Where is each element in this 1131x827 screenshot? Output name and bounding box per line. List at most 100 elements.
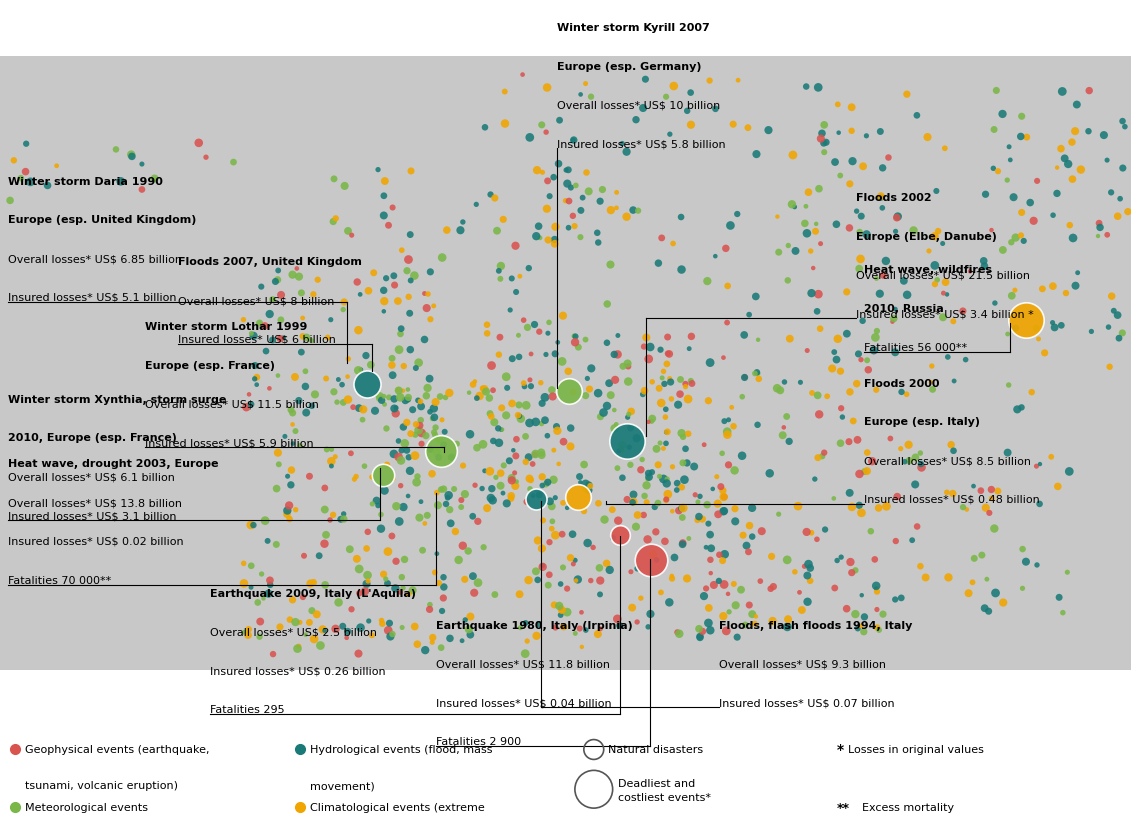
Point <box>892 386 910 399</box>
Point <box>530 489 549 502</box>
Point <box>498 370 516 384</box>
Point <box>546 529 564 543</box>
Text: Insured losses* US$ 0.07 billion: Insured losses* US$ 0.07 billion <box>719 698 895 708</box>
Point <box>673 481 691 495</box>
Point <box>509 409 527 423</box>
Point <box>1095 129 1113 142</box>
Point <box>543 384 561 397</box>
Point <box>528 574 546 587</box>
Point <box>351 562 369 576</box>
Point <box>715 578 733 591</box>
Point <box>912 560 930 573</box>
Point <box>492 480 510 493</box>
Point <box>426 422 444 435</box>
Point <box>1079 126 1097 139</box>
Point <box>284 269 302 282</box>
Point <box>579 537 597 550</box>
Text: Europe (esp. Italy): Europe (esp. Italy) <box>864 417 981 427</box>
Point <box>768 382 786 395</box>
Point <box>329 374 347 387</box>
Point <box>432 641 450 654</box>
Point <box>693 625 711 638</box>
Point <box>1068 98 1086 112</box>
Point <box>619 357 637 370</box>
Point <box>251 615 269 629</box>
Point <box>589 497 607 510</box>
Point <box>736 619 754 632</box>
Point <box>858 465 877 478</box>
Point <box>673 427 691 440</box>
Point <box>778 553 796 566</box>
Point <box>614 361 632 374</box>
Point <box>502 272 520 285</box>
Point <box>653 372 671 385</box>
Point <box>424 631 442 644</box>
Point <box>1103 290 1121 304</box>
Point <box>269 370 287 383</box>
Point <box>335 296 353 309</box>
Text: Overall losses* US$ 9.3 billion: Overall losses* US$ 9.3 billion <box>719 659 886 669</box>
Point <box>242 581 260 595</box>
Point <box>564 210 582 223</box>
Point <box>383 369 402 382</box>
Point <box>855 610 873 624</box>
Text: Europe (Elbe, Danube): Europe (Elbe, Danube) <box>856 232 998 241</box>
Point <box>641 341 659 354</box>
Point <box>655 366 673 379</box>
Point <box>423 413 441 426</box>
Point <box>558 502 576 515</box>
Point <box>363 498 381 511</box>
Point <box>795 560 813 573</box>
Point <box>762 550 780 563</box>
Point <box>554 561 572 574</box>
Point <box>325 216 343 229</box>
Point <box>680 533 698 546</box>
Point <box>813 450 831 463</box>
Point <box>725 420 743 433</box>
Point <box>925 231 943 244</box>
Point <box>858 354 877 367</box>
Point <box>802 245 820 258</box>
Point <box>798 569 817 582</box>
Point <box>658 347 676 361</box>
Point <box>647 526 665 539</box>
Point <box>494 487 512 500</box>
Point <box>395 421 413 434</box>
Point <box>683 377 701 390</box>
Point <box>855 625 873 638</box>
Point <box>887 593 905 606</box>
Point <box>374 390 392 404</box>
Point <box>711 480 729 494</box>
Point <box>812 133 830 146</box>
Point <box>486 588 504 601</box>
Point <box>870 624 888 637</box>
Point <box>1048 188 1067 201</box>
Point <box>957 354 975 367</box>
Point <box>958 503 976 516</box>
Point <box>533 447 551 460</box>
Point <box>629 509 647 522</box>
Point <box>375 485 394 498</box>
Point <box>409 356 428 370</box>
Point <box>841 556 860 569</box>
Point <box>853 589 871 602</box>
Point <box>389 451 407 464</box>
Point <box>690 510 708 523</box>
Point <box>594 184 612 197</box>
Point <box>746 367 765 380</box>
Point <box>800 557 818 571</box>
Point <box>407 362 425 375</box>
Point <box>732 583 750 596</box>
Point <box>556 195 575 208</box>
Point <box>601 377 619 390</box>
Point <box>344 401 362 414</box>
Point <box>670 399 688 412</box>
Point <box>851 226 869 239</box>
Point <box>1114 115 1131 128</box>
Point <box>677 572 696 586</box>
Point <box>797 227 815 241</box>
Point <box>338 631 356 644</box>
Point <box>892 591 910 605</box>
Point <box>1000 141 1018 154</box>
Point <box>877 255 895 268</box>
